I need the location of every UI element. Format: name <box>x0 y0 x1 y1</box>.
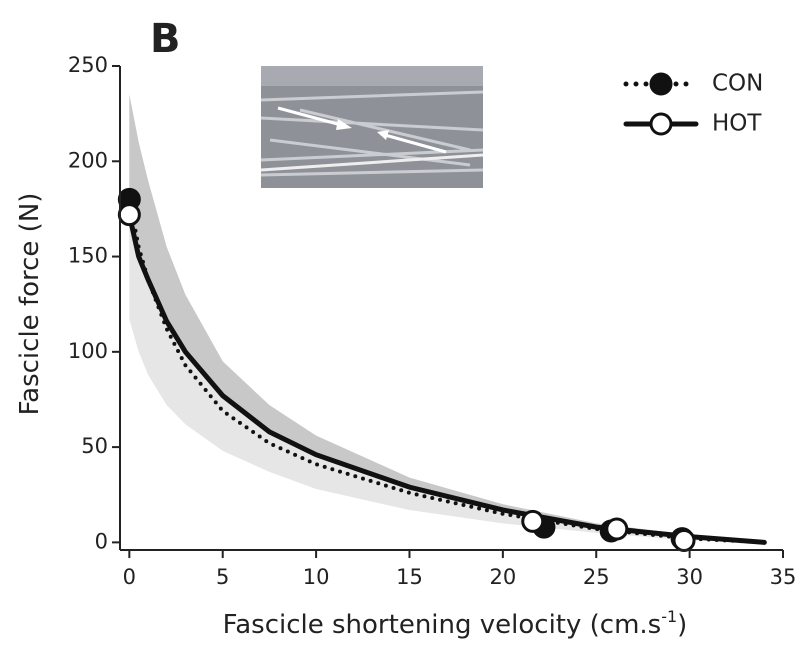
x-tick-label: 20 <box>489 565 516 589</box>
data-point <box>605 517 629 541</box>
x-tick-label: 0 <box>123 565 136 589</box>
x-tick-label: 30 <box>676 565 703 589</box>
y-tick-label: 150 <box>68 244 108 268</box>
y-tick-label: 0 <box>95 529 108 553</box>
inset-image <box>260 66 484 188</box>
y-tick-label: 200 <box>68 148 108 172</box>
data-point <box>521 509 545 533</box>
x-tick-label: 35 <box>770 565 797 589</box>
x-tick-label: 10 <box>303 565 330 589</box>
y-axis-label: Fascicle force (N) <box>15 193 45 416</box>
data-point <box>117 203 141 227</box>
legend-marker <box>649 72 673 96</box>
y-tick-label: 250 <box>68 53 108 77</box>
x-tick-label: 15 <box>396 565 423 589</box>
data-point <box>672 528 696 552</box>
x-tick-label: 25 <box>583 565 610 589</box>
series-line <box>126 212 767 545</box>
x-tick-label: 5 <box>216 565 229 589</box>
legend-marker <box>649 112 673 136</box>
y-tick-label: 50 <box>81 434 108 458</box>
y-tick-label: 100 <box>68 339 108 363</box>
x-axis-label: Fascicle shortening velocity (cm.s-1) <box>223 607 688 640</box>
panel-label: B <box>150 16 181 62</box>
legend-label: CON <box>712 71 763 97</box>
confidence-band <box>129 94 765 543</box>
legend-label: HOT <box>712 111 762 137</box>
